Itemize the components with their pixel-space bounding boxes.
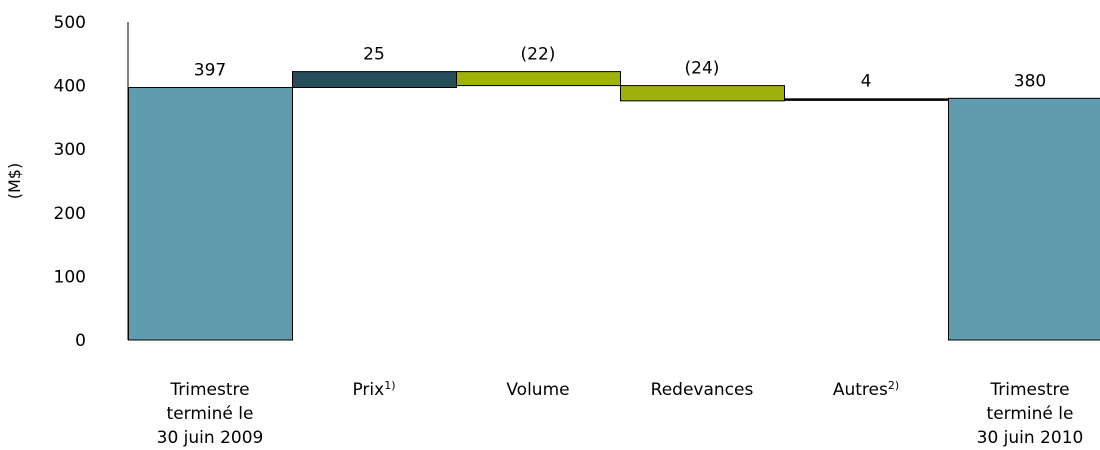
category-label-prix: Prix1)	[352, 379, 395, 401]
bar-volume	[456, 71, 621, 87]
data-label-autres: 4	[861, 71, 872, 91]
bar-end	[948, 97, 1100, 341]
bar-start	[128, 87, 293, 341]
data-label-volume: (22)	[521, 45, 556, 65]
y-axis-ticks: 0 100 200 300 400 500	[54, 13, 86, 351]
y-tick-label: 500	[54, 13, 86, 33]
y-tick-label: 400	[54, 77, 86, 97]
data-label-end: 380	[1014, 71, 1046, 91]
y-tick-label: 0	[75, 331, 86, 351]
bars-group	[128, 71, 1100, 341]
category-label-start: Trimestre terminé le 30 juin 2009	[157, 380, 264, 448]
category-label-volume: Volume	[506, 380, 569, 400]
bar-prix	[292, 71, 457, 89]
y-tick-label: 100	[54, 267, 86, 287]
bar-redevances	[620, 85, 785, 102]
data-label-redevances: (24)	[685, 59, 720, 79]
y-tick-label: 200	[54, 204, 86, 224]
y-axis-label: (M$)	[5, 163, 24, 199]
category-label-autres: Autres2)	[833, 379, 899, 401]
data-label-prix: 25	[363, 45, 385, 65]
bar-autres	[784, 98, 949, 101]
category-label-redevances: Redevances	[651, 380, 754, 400]
y-tick-label: 300	[54, 140, 86, 160]
data-labels: 397 25 (22) (24) 4 380	[194, 45, 1046, 92]
category-label-end: Trimestre terminé le 30 juin 2010	[977, 380, 1084, 448]
data-label-start: 397	[194, 61, 226, 81]
category-labels: Trimestre terminé le 30 juin 2009 Prix1) Vol…	[157, 379, 1084, 449]
